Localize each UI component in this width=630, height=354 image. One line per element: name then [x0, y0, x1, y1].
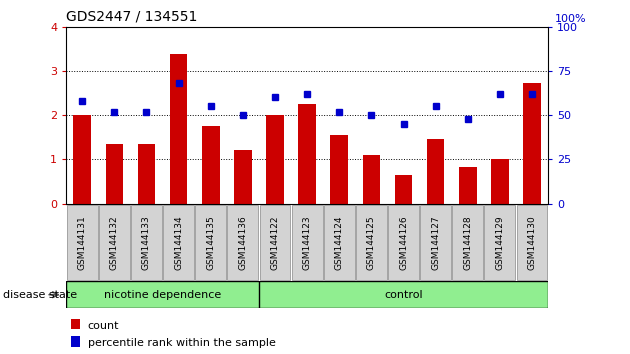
Text: 100%: 100% — [555, 14, 587, 24]
Bar — [491, 159, 509, 204]
Text: nicotine dependence: nicotine dependence — [104, 290, 221, 300]
Bar — [137, 144, 156, 204]
Text: GSM144125: GSM144125 — [367, 215, 376, 270]
Bar — [66, 281, 259, 308]
FancyBboxPatch shape — [227, 205, 258, 280]
Text: GSM144128: GSM144128 — [463, 215, 472, 270]
Bar — [523, 83, 541, 204]
Text: GSM144126: GSM144126 — [399, 215, 408, 270]
Bar — [362, 155, 381, 204]
Text: count: count — [88, 321, 119, 331]
FancyBboxPatch shape — [324, 205, 355, 280]
FancyBboxPatch shape — [99, 205, 130, 280]
Text: control: control — [384, 290, 423, 300]
Bar — [330, 135, 348, 204]
Bar — [394, 175, 413, 204]
Bar — [202, 126, 220, 204]
Text: GSM144131: GSM144131 — [77, 215, 87, 270]
FancyBboxPatch shape — [484, 205, 515, 280]
Bar — [169, 54, 188, 204]
Bar — [234, 150, 252, 204]
FancyBboxPatch shape — [195, 205, 226, 280]
Bar — [427, 139, 445, 204]
Bar — [259, 281, 548, 308]
Text: disease state: disease state — [3, 290, 77, 300]
FancyBboxPatch shape — [163, 205, 194, 280]
Bar — [459, 167, 477, 204]
Text: GSM144135: GSM144135 — [206, 215, 215, 270]
Text: GSM144133: GSM144133 — [142, 215, 151, 270]
Bar — [73, 115, 91, 204]
Bar — [71, 336, 79, 347]
Bar — [298, 104, 316, 204]
Text: GSM144124: GSM144124 — [335, 215, 344, 270]
FancyBboxPatch shape — [292, 205, 323, 280]
Text: GSM144123: GSM144123 — [302, 215, 312, 270]
FancyBboxPatch shape — [420, 205, 451, 280]
Bar — [71, 319, 79, 329]
FancyBboxPatch shape — [452, 205, 483, 280]
Bar — [105, 144, 123, 204]
Text: GSM144127: GSM144127 — [431, 215, 440, 270]
Text: GSM144136: GSM144136 — [238, 215, 248, 270]
Text: GSM144132: GSM144132 — [110, 215, 119, 270]
FancyBboxPatch shape — [517, 205, 547, 280]
Text: percentile rank within the sample: percentile rank within the sample — [88, 338, 276, 348]
FancyBboxPatch shape — [67, 205, 98, 280]
FancyBboxPatch shape — [260, 205, 290, 280]
Text: GSM144134: GSM144134 — [174, 215, 183, 270]
Text: GDS2447 / 134551: GDS2447 / 134551 — [66, 10, 198, 24]
Bar — [266, 115, 284, 204]
Text: GSM144122: GSM144122 — [270, 215, 280, 270]
FancyBboxPatch shape — [388, 205, 419, 280]
FancyBboxPatch shape — [356, 205, 387, 280]
Text: GSM144129: GSM144129 — [495, 215, 505, 270]
FancyBboxPatch shape — [131, 205, 162, 280]
Text: GSM144130: GSM144130 — [527, 215, 537, 270]
